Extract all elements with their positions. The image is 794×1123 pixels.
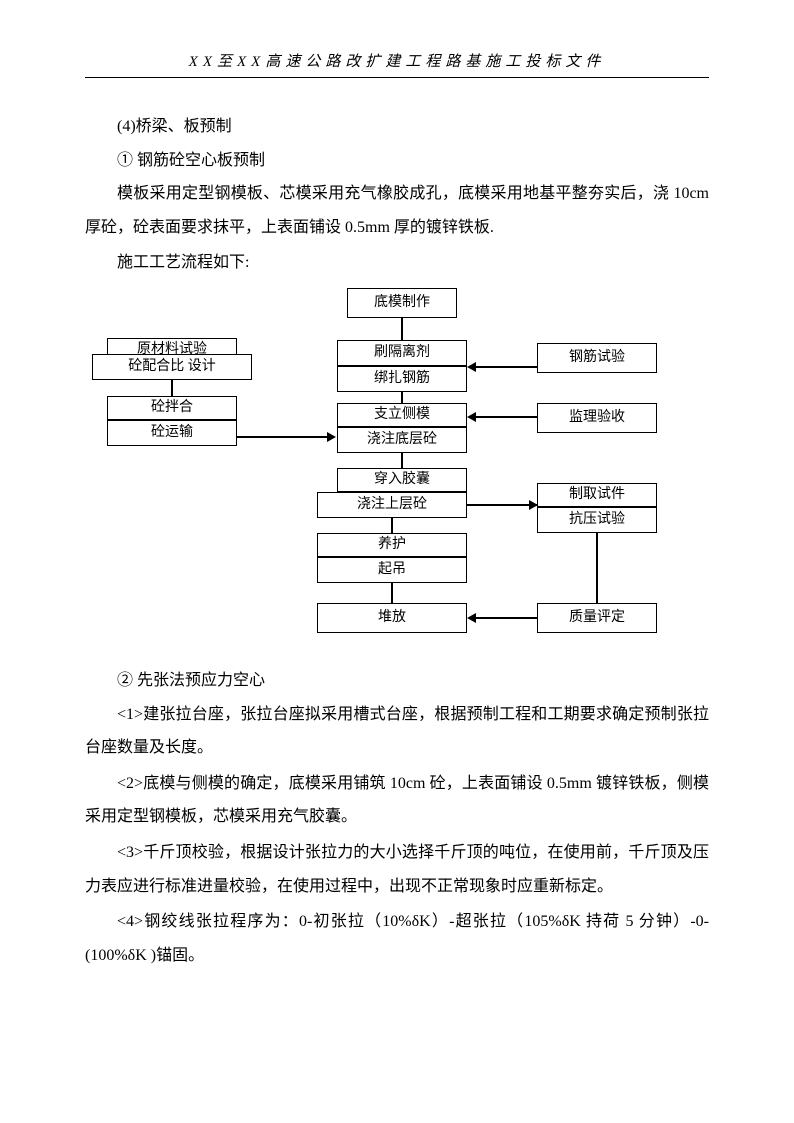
flow-box-r2: 监理验收 (537, 403, 657, 433)
paragraph-intro: 模板采用定型钢模板、芯模采用充气橡胶成孔，底模采用地基平整夯实后，浇 10cm … (85, 177, 709, 244)
flow-box-l3: 砼拌合 (107, 396, 237, 420)
flow-box-l4: 砼运输 (107, 420, 237, 446)
flow-box-r4: 抗压试验 (537, 507, 657, 533)
flow-line (401, 453, 403, 468)
flow-box-c5: 浇注底层砼 (337, 427, 467, 453)
flow-box-c6: 穿入胶囊 (337, 468, 467, 492)
paragraph-7: <2>底模与侧模的确定，底模采用铺筑 10cm 砼，上表面铺设 0.5mm 镀锌… (85, 767, 709, 834)
paragraph-8: <3>千斤顶校验，根据设计张拉力的大小选择千斤顶的吨位，在使用前，千斤顶及压力表… (85, 836, 709, 903)
flow-arrow (237, 436, 327, 438)
flow-box-c3: 绑扎钢筋 (337, 366, 467, 392)
flow-line (596, 533, 598, 603)
flow-box-l2: 砼配合比 设计 (92, 354, 252, 380)
page-header: XX至XX高速公路改扩建工程路基施工投标文件 (85, 50, 709, 78)
flow-box-c8: 养护 (317, 533, 467, 557)
document-body: (4)桥梁、板预制 ① 钢筋砼空心板预制 模板采用定型钢模板、芯模采用充气橡胶成… (85, 110, 709, 972)
flow-line (171, 380, 173, 396)
flow-arrow (467, 504, 537, 506)
arrow-head-icon (529, 500, 538, 510)
arrow-head-icon (327, 432, 336, 442)
subsection-2-title: ② 先张法预应力空心 (85, 664, 709, 698)
arrow-head-icon (467, 613, 476, 623)
flow-box-r5: 质量评定 (537, 603, 657, 633)
arrow-head-icon (467, 362, 476, 372)
flow-box-c10: 堆放 (317, 603, 467, 633)
flow-box-c9: 起吊 (317, 557, 467, 583)
flow-box-c7: 浇注上层砼 (317, 492, 467, 518)
flow-line (391, 583, 393, 603)
flow-arrow (475, 366, 537, 368)
section-4-title: (4)桥梁、板预制 (85, 110, 709, 144)
flow-line (401, 318, 403, 340)
flow-box-r1: 钢筋试验 (537, 343, 657, 373)
flow-box-c1: 底模制作 (347, 288, 457, 318)
paragraph-9: <4>钢绞线张拉程序为：0-初张拉（10%δK）-超张拉（105%δK 持荷 5… (85, 905, 709, 972)
subsection-1-title: ① 钢筋砼空心板预制 (85, 144, 709, 178)
arrow-head-icon (467, 412, 476, 422)
flowchart: 底模制作 刷隔离剂 绑扎钢筋 支立侧模 浇注底层砼 穿入胶囊 浇注上层砼 养护 … (87, 288, 707, 658)
flow-line (391, 518, 393, 533)
flow-arrow (475, 416, 537, 418)
paragraph-6: <1>建张拉台座，张拉台座拟采用槽式台座，根据预制工程和工期要求确定预制张拉台座… (85, 698, 709, 765)
flow-line (401, 392, 403, 403)
flow-box-c2: 刷隔离剂 (337, 340, 467, 366)
flow-box-r3: 制取试件 (537, 483, 657, 507)
flow-arrow (475, 617, 537, 619)
flow-box-c4: 支立侧模 (337, 403, 467, 427)
flow-intro: 施工工艺流程如下: (85, 246, 709, 280)
